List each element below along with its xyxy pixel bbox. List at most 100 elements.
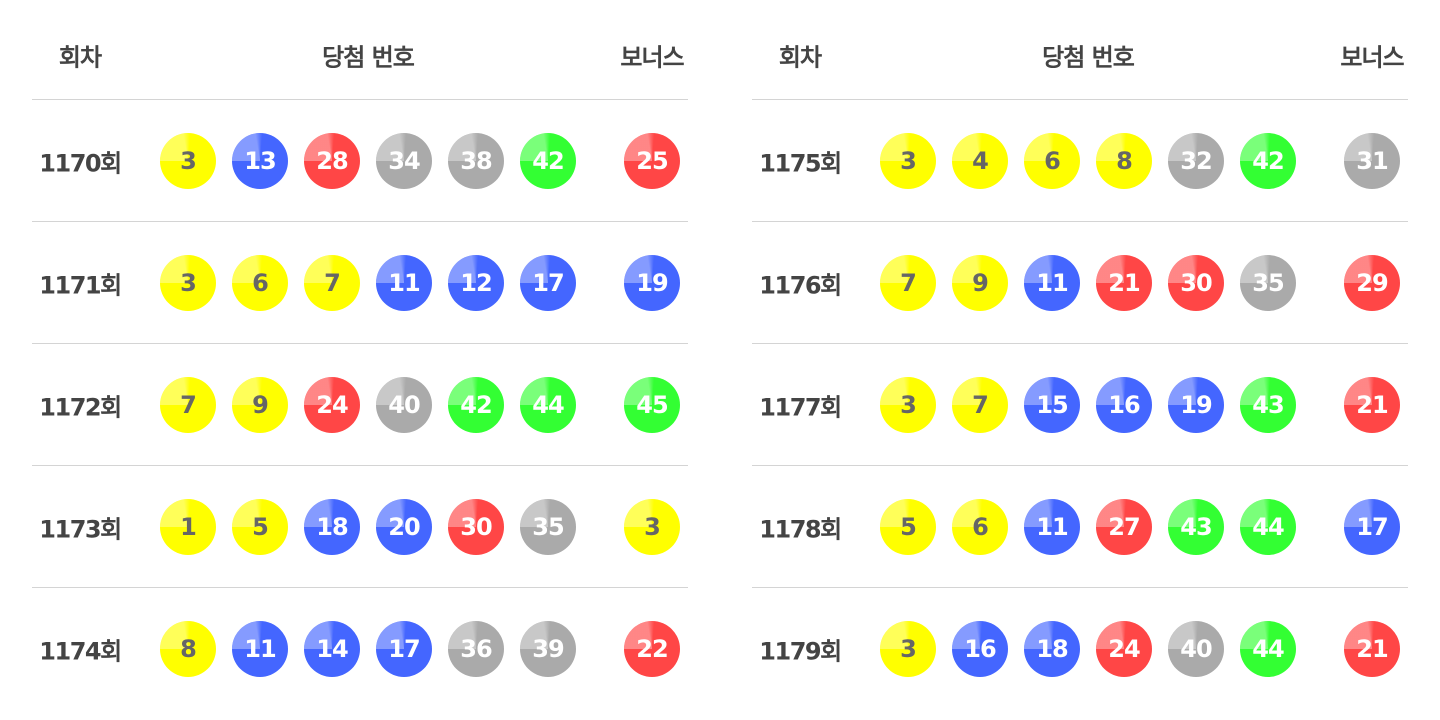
round-label: 1175회 [759,149,842,178]
number-ball: 20 [376,499,432,555]
number-ball: 13 [232,133,288,189]
number-ball: 34 [376,133,432,189]
number-ball: 6 [232,255,288,311]
number-ball: 14 [304,621,360,677]
number-ball: 9 [952,255,1008,311]
number-ball: 7 [880,255,936,311]
number-ball: 3 [160,255,216,311]
bonus-ball: 29 [1344,255,1400,311]
bonus-ball: 45 [624,377,680,433]
number-ball: 35 [1240,255,1296,311]
number-ball: 1 [160,499,216,555]
round-label: 1174회 [39,637,122,666]
number-ball: 11 [1024,499,1080,555]
round-label: 1173회 [39,515,122,544]
header-numbers: 당첨 번호 [1042,43,1135,72]
number-ball: 6 [1024,133,1080,189]
number-ball: 11 [232,621,288,677]
bonus-ball: 21 [1344,621,1400,677]
bonus-ball: 3 [624,499,680,555]
number-ball: 44 [1240,621,1296,677]
number-ball: 3 [880,621,936,677]
table-header: 회차 당첨 번호 보너스 [752,0,1408,100]
number-ball: 4 [952,133,1008,189]
bonus-ball: 17 [1344,499,1400,555]
round-label: 1171회 [39,271,122,300]
number-ball: 9 [232,377,288,433]
number-ball: 38 [448,133,504,189]
header-round: 회차 [58,43,102,72]
number-ball: 35 [520,499,576,555]
number-ball: 5 [232,499,288,555]
number-ball: 40 [376,377,432,433]
number-ball: 18 [1024,621,1080,677]
table-header: 회차 당첨 번호 보너스 [32,0,688,100]
number-ball: 11 [1024,255,1080,311]
number-ball: 42 [520,133,576,189]
number-ball: 19 [1168,377,1224,433]
number-ball: 24 [1096,621,1152,677]
number-ball: 16 [1096,377,1152,433]
table-row: 1174회 8 11 14 17 36 39 22 [32,588,688,710]
bonus-ball: 25 [624,133,680,189]
number-ball: 3 [880,377,936,433]
table-row: 1170회 3 13 28 34 38 42 25 [32,100,688,222]
number-ball: 39 [520,621,576,677]
bonus-ball: 19 [624,255,680,311]
round-label: 1172회 [39,393,122,422]
header-numbers: 당첨 번호 [322,43,415,72]
number-ball: 16 [952,621,1008,677]
number-ball: 27 [1096,499,1152,555]
table-row: 1178회 5 6 11 27 43 44 17 [752,466,1408,588]
header-bonus: 보너스 [620,43,684,72]
number-ball: 7 [952,377,1008,433]
number-ball: 11 [376,255,432,311]
number-ball: 3 [160,133,216,189]
number-ball: 32 [1168,133,1224,189]
bonus-ball: 22 [624,621,680,677]
round-label: 1179회 [759,637,842,666]
table-row: 1176회 7 9 11 21 30 35 29 [752,222,1408,344]
table-row: 1171회 3 6 7 11 12 17 19 [32,222,688,344]
number-ball: 28 [304,133,360,189]
number-ball: 15 [1024,377,1080,433]
number-ball: 21 [1096,255,1152,311]
number-ball: 43 [1168,499,1224,555]
number-ball: 30 [448,499,504,555]
table-row: 1179회 3 16 18 24 40 44 21 [752,588,1408,710]
number-ball: 40 [1168,621,1224,677]
table-row: 1172회 7 9 24 40 42 44 45 [32,344,688,466]
number-ball: 8 [160,621,216,677]
number-ball: 17 [520,255,576,311]
number-ball: 5 [880,499,936,555]
number-ball: 3 [880,133,936,189]
round-label: 1170회 [39,149,122,178]
number-ball: 44 [1240,499,1296,555]
bonus-ball: 21 [1344,377,1400,433]
number-ball: 42 [1240,133,1296,189]
table-row: 1175회 3 4 6 8 32 42 31 [752,100,1408,222]
number-ball: 6 [952,499,1008,555]
round-label: 1178회 [759,515,842,544]
number-ball: 44 [520,377,576,433]
number-ball: 43 [1240,377,1296,433]
number-ball: 30 [1168,255,1224,311]
round-label: 1176회 [759,271,842,300]
round-label: 1177회 [759,393,842,422]
header-bonus: 보너스 [1340,43,1404,72]
draw-results-table-right: 회차 당첨 번호 보너스 1175회 3 4 6 8 32 42 31 1176회 7 9 11 21… [752,0,1408,710]
draw-results-table-left: 회차 당첨 번호 보너스 1170회 3 13 28 34 38 42 25 1171회 3 6 7… [32,0,688,710]
number-ball: 24 [304,377,360,433]
number-ball: 7 [304,255,360,311]
number-ball: 18 [304,499,360,555]
header-round: 회차 [778,43,822,72]
number-ball: 8 [1096,133,1152,189]
number-ball: 36 [448,621,504,677]
number-ball: 12 [448,255,504,311]
table-row: 1173회 1 5 18 20 30 35 3 [32,466,688,588]
number-ball: 17 [376,621,432,677]
table-row: 1177회 3 7 15 16 19 43 21 [752,344,1408,466]
number-ball: 42 [448,377,504,433]
number-ball: 7 [160,377,216,433]
bonus-ball: 31 [1344,133,1400,189]
